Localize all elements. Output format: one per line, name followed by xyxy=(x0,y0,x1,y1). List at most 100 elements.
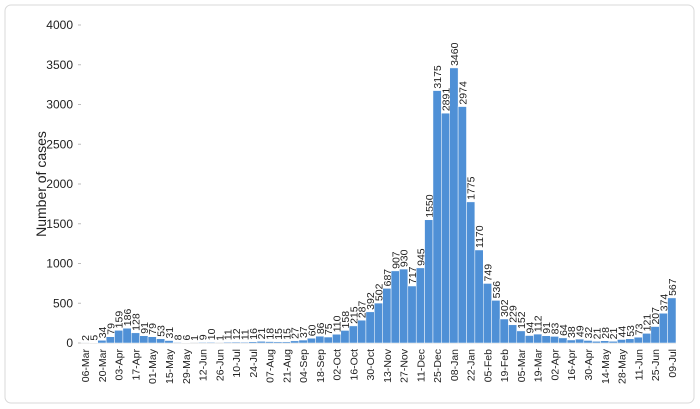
bar xyxy=(265,341,274,344)
bar xyxy=(357,319,367,344)
value-label: 12 xyxy=(231,328,243,340)
bar xyxy=(298,339,308,344)
bar xyxy=(206,341,216,344)
bar xyxy=(365,311,375,344)
bar xyxy=(239,341,249,344)
value-label: 27 xyxy=(290,327,302,339)
x-tick-label: 09-Jul xyxy=(667,349,679,378)
x-tick-label: 11-Jun xyxy=(633,349,645,380)
value-label: 110 xyxy=(332,315,344,332)
bar xyxy=(172,342,182,344)
bar xyxy=(667,297,677,344)
value-label: 44 xyxy=(617,326,629,338)
value-label: 16 xyxy=(248,328,260,340)
bar xyxy=(273,341,283,344)
y-tick-label: 500 xyxy=(53,296,73,310)
value-label: 159 xyxy=(114,311,126,329)
x-tick-label: 12-Jun xyxy=(198,349,210,381)
bar xyxy=(332,334,342,344)
value-label: 53 xyxy=(625,325,637,337)
value-label: 75 xyxy=(323,323,335,335)
chart-frame xyxy=(4,4,695,404)
value-label: 53 xyxy=(156,325,168,337)
value-label: 6 xyxy=(181,335,193,341)
bar xyxy=(424,219,434,344)
x-tick-label: 17-Apr xyxy=(130,348,142,380)
value-label: 1775 xyxy=(466,176,478,200)
value-label: 32 xyxy=(583,327,595,339)
y-tick-label: 2000 xyxy=(46,177,73,191)
bar xyxy=(449,67,459,344)
y-tick-label: 4000 xyxy=(46,18,73,32)
bar xyxy=(105,336,115,344)
value-label: 749 xyxy=(482,264,494,282)
value-label: 21 xyxy=(608,327,620,339)
bar xyxy=(642,333,652,344)
value-label: 186 xyxy=(122,309,134,327)
bar xyxy=(348,325,358,344)
value-label: 91 xyxy=(139,322,151,334)
value-label: 18 xyxy=(265,328,277,340)
bar xyxy=(198,342,207,344)
value-label: 64 xyxy=(558,324,570,336)
value-label: 158 xyxy=(340,311,352,329)
x-tick-label: 05-Feb xyxy=(482,349,494,382)
bar xyxy=(550,336,559,344)
bar xyxy=(541,335,551,344)
value-label: 21 xyxy=(591,327,603,339)
bar xyxy=(583,340,593,344)
value-label: 229 xyxy=(508,305,520,323)
y-tick-label: 3000 xyxy=(46,98,73,112)
bar xyxy=(231,341,241,344)
bar xyxy=(415,267,425,344)
value-label: 1 xyxy=(189,335,201,341)
value-label: 9 xyxy=(198,334,210,340)
value-label: 907 xyxy=(390,251,402,269)
bar xyxy=(650,326,660,344)
x-tick-label: 30-Oct xyxy=(365,349,377,381)
bar xyxy=(608,341,618,344)
x-tick-label: 01-May xyxy=(147,348,159,384)
bar xyxy=(382,288,392,344)
x-tick-label: 14-May xyxy=(600,348,612,384)
x-tick-label: 25-Jun xyxy=(650,349,662,381)
bar xyxy=(566,339,576,344)
bar xyxy=(466,201,476,344)
x-tick-label: 20-Mar xyxy=(97,349,109,383)
value-label: 79 xyxy=(147,323,159,335)
value-label: 5 xyxy=(89,335,101,341)
x-tick-label: 19-Feb xyxy=(499,349,511,382)
y-tick-label: 3500 xyxy=(46,58,73,72)
value-label: 31 xyxy=(164,327,176,339)
value-label: 86 xyxy=(315,322,327,334)
value-label: 536 xyxy=(491,281,503,299)
value-label: 2974 xyxy=(457,81,469,105)
x-tick-label: 02-Apr xyxy=(549,348,561,380)
value-label: 11 xyxy=(223,329,235,340)
x-tick-label: 07-Aug xyxy=(265,349,277,383)
value-label: 1 xyxy=(214,335,226,341)
x-tick-label: 28-May xyxy=(617,348,629,384)
bar xyxy=(600,340,610,344)
bar xyxy=(256,341,266,344)
x-tick-label: 24-Jul xyxy=(248,349,260,378)
bar xyxy=(432,90,442,344)
bar xyxy=(390,270,400,344)
value-label: 128 xyxy=(130,313,142,331)
x-tick-label: 21-Aug xyxy=(281,349,293,383)
y-tick-label: 0 xyxy=(66,336,73,350)
value-label: 302 xyxy=(499,299,511,317)
bar xyxy=(457,106,467,344)
value-label: 28 xyxy=(600,327,612,339)
y-tick-label: 1000 xyxy=(46,257,73,271)
value-label: 930 xyxy=(399,249,411,267)
value-label: 34 xyxy=(97,326,109,338)
x-tick-label: 03-Apr xyxy=(114,348,126,380)
value-label: 1170 xyxy=(474,225,486,248)
x-tick-label: 19-Mar xyxy=(533,349,545,383)
bar xyxy=(625,338,635,344)
bar xyxy=(323,336,333,344)
bar xyxy=(374,302,383,344)
bar xyxy=(281,341,291,344)
